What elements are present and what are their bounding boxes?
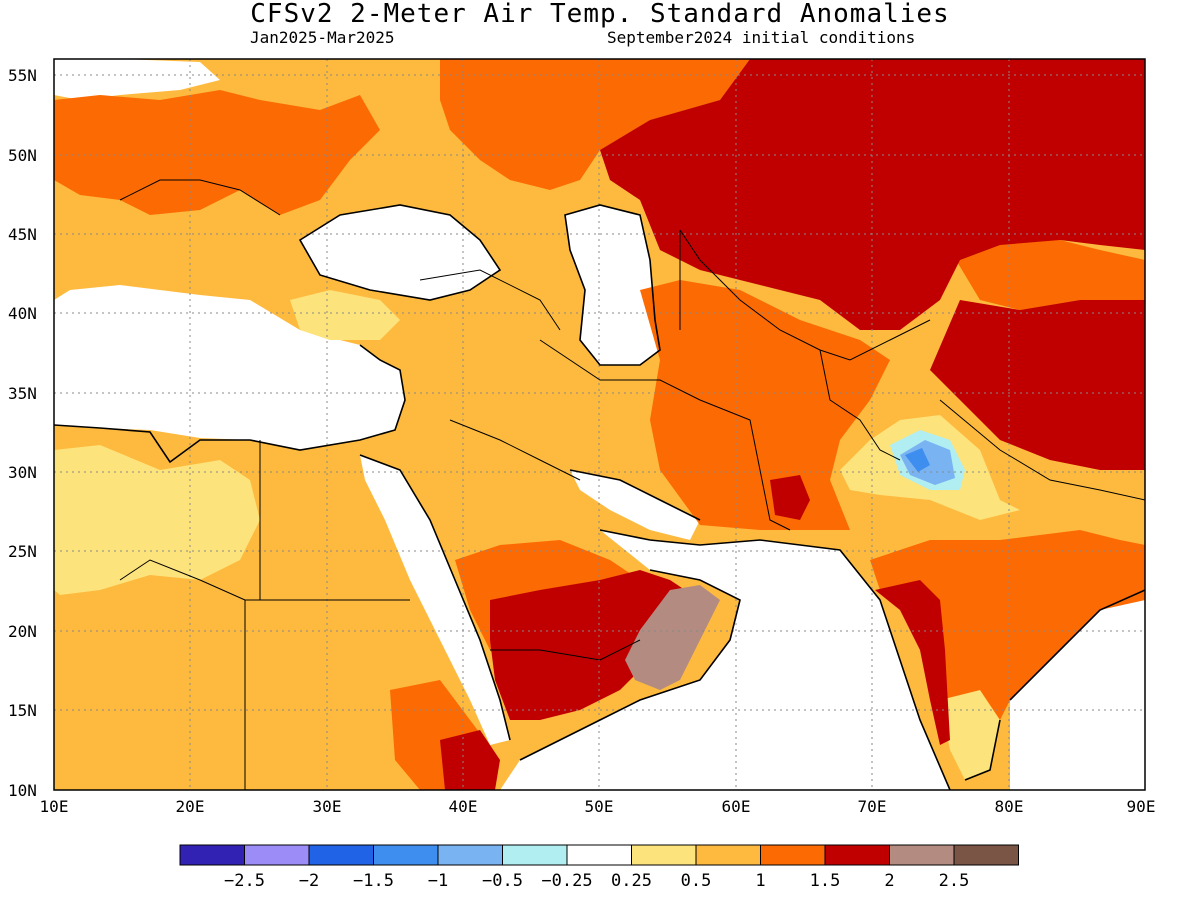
sea-red	[360, 455, 510, 745]
colorbar-swatch	[502, 844, 568, 866]
lat-tick-label: 35N	[8, 384, 37, 403]
colorbar-swatch	[373, 844, 439, 866]
fill-russia-orange	[440, 59, 750, 190]
colorbar-swatch	[760, 844, 826, 866]
graticule	[54, 59, 1145, 790]
colorbar-label: −0.25	[541, 871, 592, 891]
lon-tick-label: 30E	[313, 797, 342, 816]
lon-tick-label: 10E	[40, 797, 69, 816]
lat-tick-label: 55N	[8, 66, 37, 85]
colorbar-label: −2	[299, 871, 319, 891]
colorbar-swatch	[566, 844, 632, 866]
fill-india-yellow	[940, 690, 1000, 780]
sea-bay-of-bengal	[1010, 590, 1145, 790]
colorbar-swatch	[179, 844, 245, 866]
colorbar-label: 2.5	[939, 871, 970, 891]
colorbar: −2.5 −2 −1.5 −1 −0.5 −0.25 0.25 0.5 1 1.5 2 2.5	[179, 844, 1019, 891]
forecast-period: Jan2025-Mar2025	[250, 28, 395, 47]
colorbar-label: −2.5	[224, 871, 265, 891]
plot-frame	[53, 58, 1146, 791]
lat-tick-label: 45N	[8, 225, 37, 244]
lat-tick-label: 25N	[8, 542, 37, 561]
sea-mediterranean	[54, 285, 405, 450]
fill-turkey-yellow	[290, 290, 400, 340]
fill-arabia-red	[490, 570, 700, 720]
lon-tick-label: 80E	[995, 797, 1024, 816]
chart-title: CFSv2 2-Meter Air Temp. Standard Anomali…	[250, 0, 950, 29]
colorbar-swatch	[953, 844, 1019, 866]
colorbar-swatch	[631, 844, 697, 866]
sea-caspian	[565, 205, 660, 365]
colorbar-swatch	[308, 844, 374, 866]
lon-tick-label: 50E	[585, 797, 614, 816]
colorbar-label: 0.5	[681, 871, 712, 891]
fill-iran-orange	[640, 280, 890, 530]
initial-conditions: September2024 initial conditions	[607, 28, 916, 47]
lat-tick-label: 10N	[8, 781, 37, 800]
lon-tick-label: 60E	[722, 797, 751, 816]
fill-horn-red	[440, 730, 500, 790]
lon-tick-label: 70E	[858, 797, 887, 816]
fill-sahara-yellow	[54, 445, 260, 595]
sea-arabian	[500, 530, 950, 790]
colorbar-label: −1	[428, 871, 448, 891]
sea-persian-gulf	[570, 470, 700, 540]
colorbar-label: 2	[884, 871, 894, 891]
lat-tick-label: 50N	[8, 146, 37, 165]
fill-india-red	[875, 580, 950, 745]
colorbar-label: 0.25	[611, 871, 652, 891]
fill-afghan-red	[770, 475, 810, 520]
sea-baltic	[54, 59, 220, 100]
colorbar-label: 1	[755, 871, 765, 891]
colorbar-swatch	[244, 844, 310, 866]
lat-tick-label: 15N	[8, 701, 37, 720]
lon-tick-label: 40E	[449, 797, 478, 816]
map-plot-area	[54, 59, 1145, 790]
lat-tick-label: 40N	[8, 304, 37, 323]
colorbar-swatch	[695, 844, 761, 866]
colorbar-swatch	[437, 844, 503, 866]
colorbar-label: −0.5	[482, 871, 523, 891]
lon-tick-label: 90E	[1127, 797, 1156, 816]
colorbar-swatch	[824, 844, 890, 866]
fill-himalaya-orange	[950, 240, 1145, 310]
sea-black	[300, 205, 500, 300]
fill-punjab-mid-blue	[905, 448, 930, 472]
lon-tick-label: 20E	[176, 797, 205, 816]
lat-tick-label: 20N	[8, 622, 37, 641]
lat-tick-label: 30N	[8, 463, 37, 482]
fill-europe-orange	[54, 90, 380, 215]
colorbar-swatch	[889, 844, 955, 866]
colorbar-label: −1.5	[353, 871, 394, 891]
country-borders	[119, 179, 1145, 790]
lat-axis: 55N 50N 45N 40N 35N 30N 25N 20N 15N 10N	[8, 66, 37, 800]
fill-tibet-red	[930, 300, 1145, 470]
colorbar-label: 1.5	[810, 871, 841, 891]
lon-axis: 10E 20E 30E 40E 50E 60E 70E 80E 90E	[40, 797, 1156, 816]
fill-oman-brown	[625, 585, 720, 690]
coastlines	[54, 204, 1145, 790]
